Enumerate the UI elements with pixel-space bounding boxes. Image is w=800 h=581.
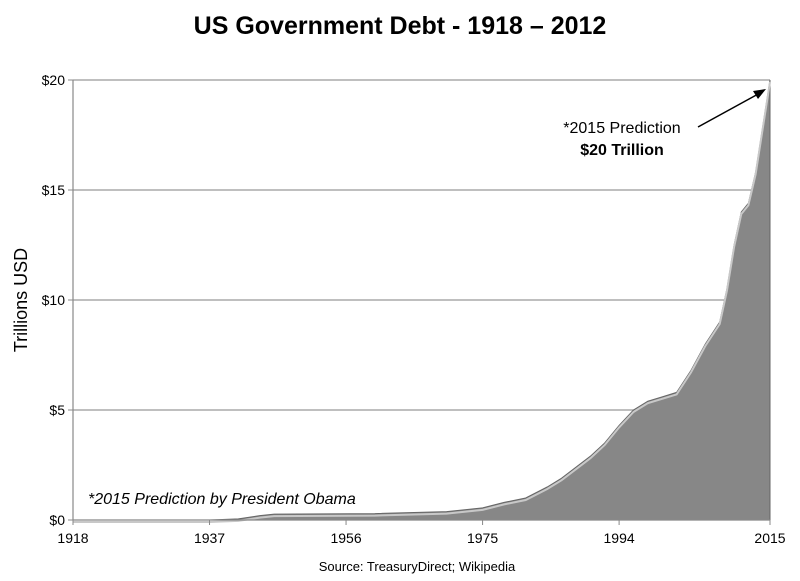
x-tick-label: 1918 — [57, 530, 88, 546]
footnote: *2015 Prediction by President Obama — [88, 491, 356, 508]
y-tick-label: $15 — [42, 182, 66, 198]
x-tick-label: 2015 — [754, 530, 785, 546]
debt-area — [73, 79, 771, 521]
debt-line-highlight — [73, 81, 771, 523]
prediction-annotation: *2015 Prediction — [563, 120, 680, 137]
x-tick-label: 1937 — [194, 530, 225, 546]
chart-title: US Government Debt - 1918 – 2012 — [193, 12, 607, 40]
y-tick-label: $5 — [49, 402, 65, 418]
y-tick-label: $10 — [42, 292, 66, 308]
y-axis-label: Trillions USD — [11, 248, 31, 352]
arrow-head-icon — [753, 89, 766, 99]
annotation-arrow — [697, 92, 761, 128]
x-tick-label: 1975 — [467, 530, 498, 546]
source-note: Source: TreasuryDirect; Wikipedia — [319, 559, 516, 574]
x-tick-label: 1994 — [604, 530, 635, 546]
prediction-value: $20 Trillion — [580, 142, 664, 159]
x-tick-label: 1956 — [330, 530, 361, 546]
y-tick-label: $20 — [42, 72, 66, 88]
y-tick-label: $0 — [49, 512, 65, 528]
